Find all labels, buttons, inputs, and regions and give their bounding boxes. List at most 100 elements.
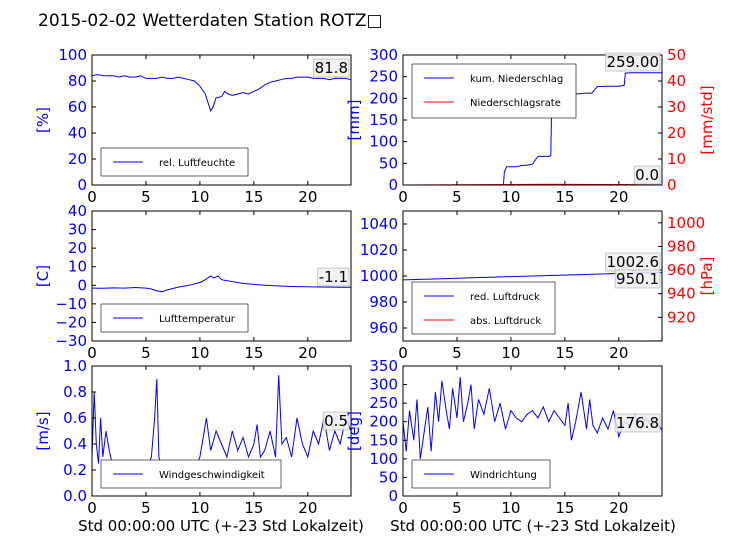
x-tick-label: 15 — [555, 344, 574, 362]
y-tick-label-right: 50 — [667, 46, 686, 64]
x-tick-label: 0 — [87, 344, 97, 362]
y-axis-label: [mm] — [345, 100, 363, 141]
y-tick-label-right: 10 — [667, 150, 686, 168]
y-tick-label: 250 — [369, 394, 398, 412]
legend-entry: Windrichtung — [470, 470, 537, 481]
series-line-temperature-0 — [91, 275, 351, 293]
legend-entry: red. Luftdruck — [470, 292, 540, 303]
x-tick-label: 10 — [190, 499, 209, 517]
x-tick-label: 5 — [141, 188, 151, 206]
y-tick-label: 1000 — [360, 267, 398, 285]
y-tick-label: −10 — [55, 295, 87, 313]
legend-entry: Windgeschwindigkeit — [159, 470, 265, 481]
y-tick-label-right: 980 — [667, 237, 696, 255]
y-tick-label: −20 — [55, 313, 87, 331]
y-tick-label: 30 — [68, 221, 87, 239]
x-tick-label: 5 — [452, 499, 462, 517]
x-tick-label: 10 — [190, 344, 209, 362]
current-value-label-right: 0.0 — [635, 166, 659, 184]
y-tick-label: 200 — [369, 413, 398, 431]
panel-precipitation: 0 5 10 15 2005010015020025030001020304050[mm… — [345, 46, 716, 206]
y-tick-label: 50 — [379, 468, 398, 486]
y-tick-label: 50 — [379, 154, 398, 172]
y-axis-label: [deg] — [345, 411, 363, 451]
y-tick-label: 300 — [369, 46, 398, 64]
current-value-label: 0.5 — [324, 412, 348, 430]
plot-frame — [91, 210, 352, 342]
y-tick-label-right: 20 — [667, 124, 686, 142]
x-tick-label: 5 — [452, 344, 462, 362]
y-tick-label: 960 — [369, 319, 398, 337]
y-tick-label: 0 — [77, 176, 87, 194]
x-tick-label: 5 — [452, 188, 462, 206]
current-value-label-right-bg — [633, 165, 661, 185]
legend-entry: Lufttemperatur — [159, 314, 236, 325]
x-axis-label-left: Std 00:00:00 UTC (+-23 Std Lokalzeit) — [78, 517, 364, 535]
y-tick-label: 100 — [369, 450, 398, 468]
y-tick-label: 300 — [369, 376, 398, 394]
y-tick-label: 60 — [68, 98, 87, 116]
x-tick-label: 10 — [501, 188, 520, 206]
panel-pressure: 0 5 10 15 20 960 980 1000 1020 1040 920 940 960 980 10… — [360, 210, 716, 362]
y-tick-label: 10 — [68, 258, 87, 276]
plot-frame — [91, 365, 352, 497]
y-tick-label: 250 — [369, 68, 398, 86]
y-tick-label: −30 — [55, 332, 87, 350]
y-tick-label: 20 — [68, 150, 87, 168]
x-tick-label: 15 — [555, 499, 574, 517]
panel-humidity: 0 5 10 15 20 0 20 40 60 80 100 [%] rel. Luftfeuchte 8… — [34, 46, 352, 206]
y-tick-label: 1040 — [360, 215, 398, 233]
x-tick-label: 20 — [298, 499, 317, 517]
legend-entry: abs. Luftdruck — [470, 316, 541, 327]
x-tick-label: 0 — [398, 499, 408, 517]
current-value-label-bg — [614, 413, 661, 433]
current-value-label-bg — [322, 411, 350, 431]
x-axis-label-right: Std 00:00:00 UTC (+-23 Std Lokalzeit) — [390, 517, 676, 535]
y-axis-label-right: [hPa] — [698, 257, 716, 296]
x-tick-label: 20 — [609, 499, 628, 517]
y-tick-label-right: 940 — [667, 285, 696, 303]
current-value-label-bg — [605, 52, 661, 72]
y-axis-label: [m/s] — [34, 411, 52, 450]
x-tick-label: 20 — [609, 344, 628, 362]
y-tick-label-right: 40 — [667, 72, 686, 90]
current-value-label-bg — [313, 58, 350, 78]
y-tick-label-right: 920 — [667, 308, 696, 326]
y-tick-label: 0.4 — [63, 435, 87, 453]
x-tick-label: 15 — [244, 344, 263, 362]
current-value-label: 1002.6 — [607, 253, 660, 271]
y-tick-label: 200 — [369, 89, 398, 107]
current-value-label: 176.8 — [616, 414, 659, 432]
y-tick-label-right: 960 — [667, 261, 696, 279]
x-tick-label: 15 — [555, 188, 574, 206]
y-tick-label: 20 — [68, 239, 87, 257]
x-tick-label: 20 — [298, 188, 317, 206]
x-tick-label: 10 — [190, 188, 209, 206]
series-line-winddirection-0 — [402, 377, 663, 459]
current-value-label-bg — [317, 267, 350, 287]
x-tick-label: 0 — [87, 499, 97, 517]
legend-entry: Niederschlagsrate — [470, 98, 561, 109]
y-tick-label: 80 — [68, 72, 87, 90]
y-tick-label: 150 — [369, 111, 398, 129]
y-axis-label-right: [mm/std] — [698, 85, 716, 154]
y-tick-label: 100 — [58, 46, 87, 64]
y-tick-label: 0.6 — [63, 409, 87, 427]
plot-frame — [402, 365, 663, 497]
x-tick-label: 0 — [398, 188, 408, 206]
y-tick-label: 100 — [369, 133, 398, 151]
y-tick-label: 0.0 — [63, 487, 87, 505]
x-tick-label: 10 — [501, 499, 520, 517]
panel-winddirection: 0 5 10 15 20050100150200250300350[deg]Windri… — [345, 357, 663, 517]
y-tick-label: 980 — [369, 293, 398, 311]
x-tick-label: 20 — [298, 344, 317, 362]
legend-entry: kum. Niederschlag — [470, 74, 563, 85]
x-tick-label: 15 — [244, 188, 263, 206]
x-tick-label: 20 — [609, 188, 628, 206]
y-tick-label: 0 — [77, 276, 87, 294]
y-tick-label: 0.2 — [63, 461, 87, 479]
x-tick-label: 0 — [87, 188, 97, 206]
y-axis-label: [C] — [34, 265, 52, 287]
y-tick-label: 40 — [68, 202, 87, 220]
x-tick-label: 15 — [244, 499, 263, 517]
